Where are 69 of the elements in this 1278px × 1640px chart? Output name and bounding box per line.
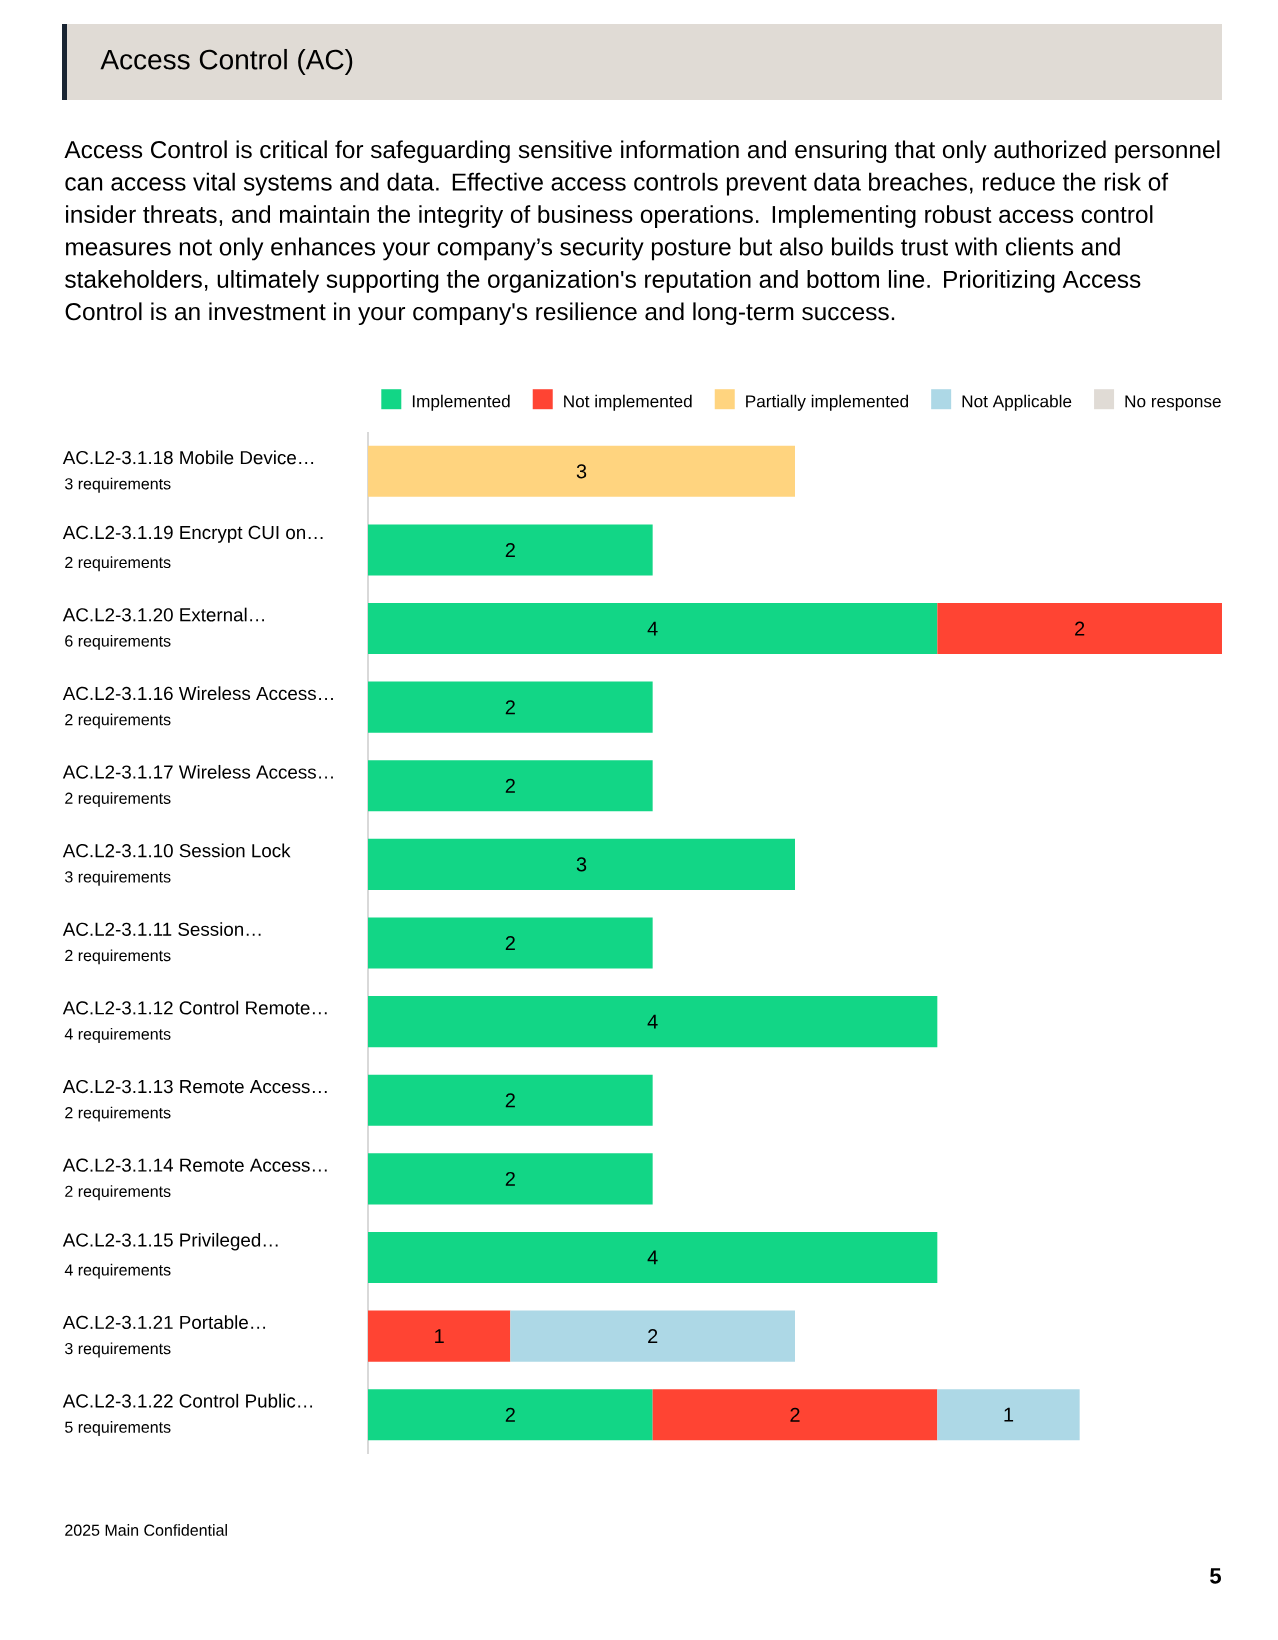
text: 3 requirements bbox=[64, 477, 171, 493]
bar bbox=[368, 996, 938, 1048]
y-tick-label: AC.L2-3.1.10 Session Lock bbox=[62, 843, 291, 858]
y-tick-label: AC.L2-3.1.15 Privileged… bbox=[62, 1232, 278, 1251]
chart-subtitle: Access Control is critical for safeguarding sensitive information and ensuring that only authorized personnel can access vital systems and data. Effective access controls prevent data breaches, reduce the risk of insider threats, and maintain the integrity of business operations. Implementing robust access control measures not only enhances your company’s security posture but also builds trust with clients and stakeholders, ultimately supporting the organization's reputation and bottom line. Prioritizing Access Control is an investment in your company's resilience and long-term success. bbox=[64, 140, 1220, 326]
bar bbox=[368, 1389, 653, 1441]
text: 2 requirements bbox=[65, 713, 171, 729]
legend-label: Not implemented bbox=[564, 394, 692, 411]
data-label: 1 bbox=[435, 1329, 444, 1343]
bar bbox=[368, 524, 653, 576]
text: 2 requirements bbox=[65, 1185, 171, 1201]
data-label: 2 bbox=[505, 1171, 515, 1186]
text: 5 bbox=[1210, 1568, 1221, 1584]
data-label: 2 bbox=[505, 936, 515, 950]
text: 3 requirements bbox=[64, 1342, 171, 1358]
data-label: 3 bbox=[576, 464, 587, 479]
data-label: 2 bbox=[505, 542, 515, 557]
bar bbox=[368, 1153, 653, 1205]
data-label: 3 bbox=[576, 857, 587, 872]
y-tick-label: AC.L2-3.1.22 Control Public… bbox=[62, 1393, 313, 1408]
data-label: 4 bbox=[647, 621, 658, 636]
bar bbox=[368, 681, 653, 733]
data-label: 2 bbox=[1075, 621, 1085, 636]
text: 5 requirements bbox=[65, 1421, 171, 1437]
chart-title: Access Control (AC) bbox=[100, 48, 353, 76]
text: 2 requirements bbox=[65, 949, 171, 965]
data-label: 2 bbox=[505, 700, 515, 715]
y-tick-label: AC.L2-3.1.18 Mobile Device… bbox=[62, 450, 314, 465]
data-label: 1 bbox=[1004, 1407, 1014, 1422]
text: 2 requirements bbox=[65, 556, 171, 572]
bar bbox=[510, 1310, 795, 1362]
text: 2025 Main Confidential bbox=[65, 1524, 227, 1536]
bar bbox=[368, 760, 653, 812]
legend-label: No response bbox=[1125, 395, 1221, 411]
legend-label: Implemented bbox=[412, 394, 510, 411]
y-tick-label: AC.L2-3.1.17 Wireless Access… bbox=[62, 764, 333, 779]
text: 6 requirements bbox=[65, 634, 171, 650]
text: 4 requirements bbox=[64, 1263, 171, 1279]
bar bbox=[368, 445, 795, 497]
data-label: 4 bbox=[647, 1250, 658, 1265]
bar bbox=[652, 1389, 938, 1441]
data-label: 2 bbox=[505, 778, 515, 793]
data-label: 2 bbox=[505, 1093, 515, 1108]
text: 2 requirements bbox=[65, 1106, 171, 1122]
y-tick-label: AC.L2-3.1.12 Control Remote… bbox=[62, 1000, 327, 1015]
bar bbox=[368, 1310, 511, 1362]
bar bbox=[368, 917, 653, 969]
bar bbox=[368, 1231, 938, 1284]
y-tick-label: AC.L2-3.1.20 External… bbox=[62, 607, 264, 622]
data-label: 2 bbox=[790, 1407, 800, 1422]
y-tick-label: AC.L2-3.1.14 Remote Access… bbox=[62, 1158, 327, 1172]
bar bbox=[368, 602, 938, 655]
bar bbox=[937, 1389, 1080, 1441]
y-tick-label: AC.L2-3.1.11 Session… bbox=[62, 922, 261, 936]
text: 4 requirements bbox=[64, 1028, 171, 1043]
y-tick-label: AC.L2-3.1.19 Encrypt CUI on… bbox=[62, 525, 323, 543]
text: 2 requirements bbox=[65, 792, 171, 808]
data-label: 2 bbox=[648, 1329, 658, 1344]
legend-label: Not Applicable bbox=[962, 394, 1072, 411]
data-label: 2 bbox=[505, 1407, 515, 1422]
y-tick-label: AC.L2-3.1.21 Portable… bbox=[62, 1315, 266, 1330]
bar bbox=[368, 838, 795, 890]
y-tick-label: AC.L2-3.1.13 Remote Access… bbox=[62, 1079, 327, 1094]
bar bbox=[368, 1074, 653, 1126]
text: 3 requirements bbox=[64, 870, 171, 886]
bar bbox=[937, 602, 1222, 655]
data-label: 4 bbox=[647, 1014, 658, 1029]
legend-label: Partially implemented bbox=[746, 394, 908, 411]
y-tick-label: AC.L2-3.1.16 Wireless Access… bbox=[62, 686, 333, 701]
